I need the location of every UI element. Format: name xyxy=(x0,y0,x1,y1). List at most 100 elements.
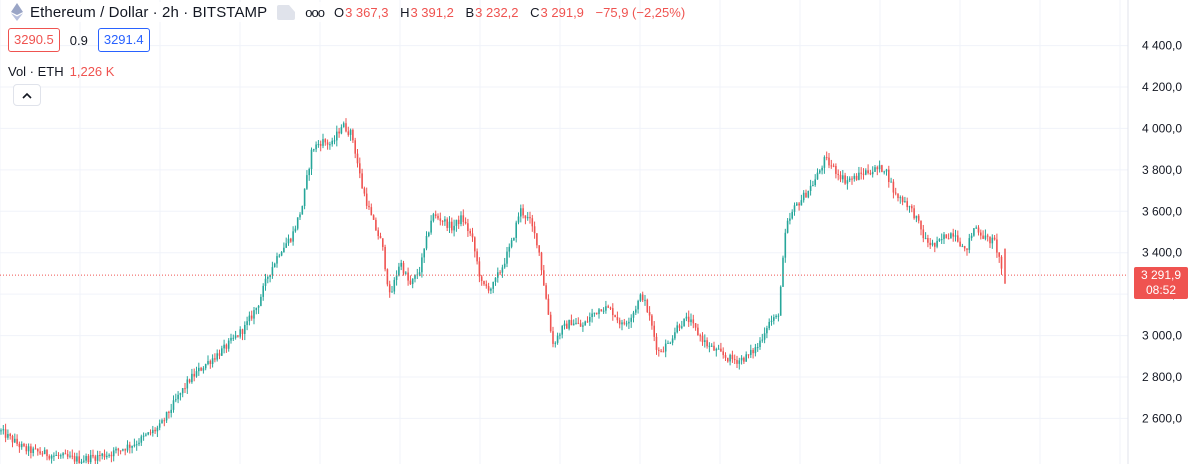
candle-body xyxy=(158,423,161,428)
candle-body xyxy=(786,220,789,233)
candle-body xyxy=(165,411,168,421)
candle-body xyxy=(43,449,46,455)
more-icon[interactable]: ooo xyxy=(305,4,325,20)
symbol-box[interactable]: Ethereum / Dollar · 2h · BITSTAMP ooo xyxy=(8,2,328,22)
candle-body xyxy=(623,322,626,324)
candle-body xyxy=(99,454,101,456)
volume-legend: Vol · ETH 1,226 K xyxy=(8,62,114,80)
candle-body xyxy=(862,173,865,175)
candle-body xyxy=(892,181,895,193)
candle-body xyxy=(607,306,609,308)
sell-price-button[interactable]: 3290.5 xyxy=(8,28,60,52)
candle-body xyxy=(57,454,60,456)
candle-body xyxy=(386,269,389,285)
candle-body xyxy=(667,342,669,344)
candle-body xyxy=(839,174,842,180)
candle-body xyxy=(885,169,888,172)
candle-body xyxy=(554,342,557,344)
candle-body xyxy=(444,219,446,222)
candle-body xyxy=(883,171,885,173)
candle-body xyxy=(73,456,76,462)
candle-body xyxy=(347,131,350,135)
collapse-legend-button[interactable] xyxy=(13,84,41,106)
candle-body xyxy=(901,197,904,203)
candle-body xyxy=(701,335,704,343)
candle-body xyxy=(651,315,653,326)
volume-label[interactable]: Vol · ETH xyxy=(8,63,64,79)
grid-lines xyxy=(0,0,1128,464)
candle-body xyxy=(152,429,154,434)
candle-body xyxy=(78,456,80,464)
candle-body xyxy=(179,393,182,395)
candle-body xyxy=(853,175,856,179)
candle-body xyxy=(377,230,379,237)
candle-body xyxy=(993,237,996,240)
candle-body xyxy=(959,241,961,247)
flag-icon[interactable] xyxy=(277,4,296,20)
candle-body xyxy=(756,347,759,349)
candle-body xyxy=(480,276,483,281)
candle-body xyxy=(423,248,425,258)
candle-body xyxy=(927,238,929,243)
candle-body xyxy=(34,448,37,450)
candle-body xyxy=(361,173,363,189)
candle-body xyxy=(32,448,34,453)
candle-body xyxy=(708,345,711,347)
candle-body xyxy=(934,242,936,247)
candle-body xyxy=(559,334,561,336)
candle-body xyxy=(218,353,221,356)
candle-body xyxy=(628,321,630,324)
candle-body xyxy=(133,444,136,447)
candle-body xyxy=(595,312,598,315)
candle-body xyxy=(743,357,745,362)
candle-body xyxy=(575,322,577,324)
candle-body xyxy=(520,208,522,217)
candle-body xyxy=(2,429,5,431)
candle-body xyxy=(828,157,830,166)
price-axis[interactable]: 2 600,02 800,03 000,03 200,03 400,03 600… xyxy=(1142,39,1182,426)
candle-body xyxy=(66,454,69,457)
symbol-title[interactable]: Ethereum / Dollar · 2h · BITSTAMP xyxy=(30,3,268,21)
candle-body xyxy=(232,337,235,339)
candle-body xyxy=(455,219,458,226)
candle-body xyxy=(428,232,430,236)
candle-body xyxy=(961,246,964,248)
candle-body xyxy=(457,219,460,225)
candle-body xyxy=(195,371,198,377)
candle-body xyxy=(306,175,308,189)
candle-body xyxy=(773,317,775,321)
candle-body xyxy=(936,240,938,247)
candle-body xyxy=(273,263,276,268)
candle-body xyxy=(400,262,402,267)
candle-body xyxy=(193,373,195,377)
candle-body xyxy=(448,221,451,228)
buy-price-button[interactable]: 3291.4 xyxy=(97,28,150,52)
candle-body xyxy=(566,323,568,329)
candle-body xyxy=(492,281,494,289)
candle-body xyxy=(618,320,621,325)
candle-body xyxy=(648,312,651,316)
candle-body xyxy=(681,326,683,328)
candle-body xyxy=(471,233,474,238)
candle-body xyxy=(303,188,306,207)
candle-body xyxy=(609,307,612,309)
candle-body xyxy=(250,315,253,319)
candle-body xyxy=(333,140,336,142)
candle-body xyxy=(241,329,244,334)
candle-body xyxy=(602,310,605,312)
candle-body xyxy=(25,446,28,452)
candle-body xyxy=(356,153,359,164)
candle-body xyxy=(363,188,366,194)
trade-prices: 3290.5 0.9 3291.4 xyxy=(8,28,150,52)
candle-body xyxy=(582,325,584,327)
y-tick-label: 4 200,0 xyxy=(1142,80,1182,94)
candle-body xyxy=(577,322,580,324)
ohlc-values: O3 367,3 H3 391,2 B3 232,2 C3 291,9 −75,… xyxy=(334,5,693,20)
candle-body xyxy=(947,238,950,240)
candle-body xyxy=(846,180,849,184)
candle-body xyxy=(513,237,515,241)
candle-body xyxy=(117,448,120,451)
candle-body xyxy=(991,237,994,244)
candle-body xyxy=(545,285,547,299)
